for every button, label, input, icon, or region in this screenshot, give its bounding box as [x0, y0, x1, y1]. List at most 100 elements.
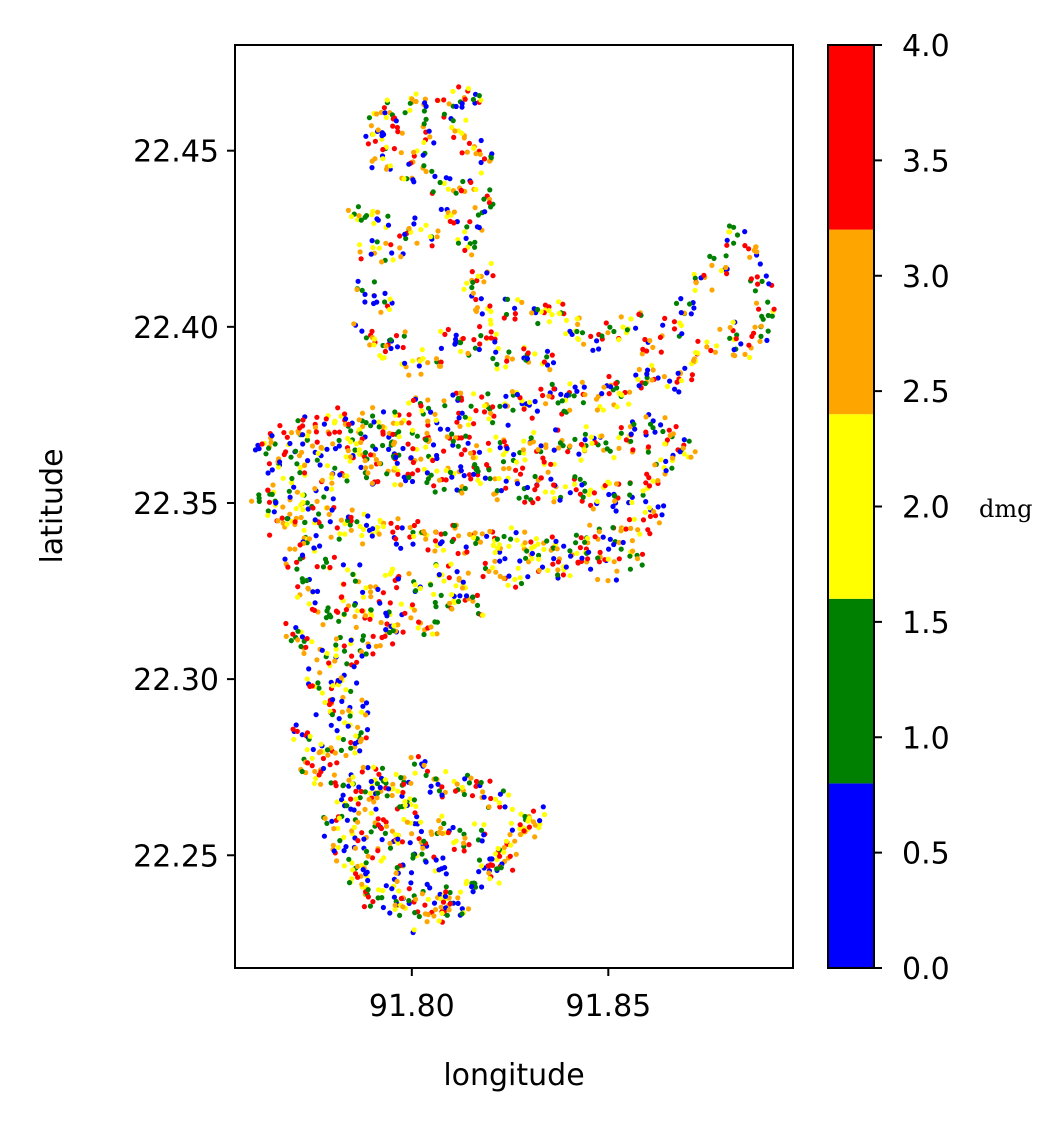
scatter-point — [650, 344, 656, 350]
scatter-point — [409, 831, 415, 837]
scatter-point — [314, 498, 320, 504]
scatter-point — [377, 517, 383, 523]
scatter-point — [580, 494, 586, 500]
scatter-point — [601, 384, 607, 390]
scatter-point — [342, 720, 348, 726]
scatter-point — [723, 264, 729, 271]
scatter-point — [461, 135, 467, 141]
scatter-point — [377, 600, 383, 606]
scatter-point — [355, 819, 361, 825]
scatter-point — [708, 347, 714, 354]
scatter-point — [532, 351, 538, 357]
scatter-point — [462, 96, 468, 102]
scatter-point — [298, 502, 304, 508]
scatter-point — [519, 299, 525, 305]
scatter-point — [370, 405, 376, 411]
scatter-point — [358, 439, 364, 445]
scatter-point — [381, 355, 387, 361]
scatter-point — [531, 429, 537, 436]
scatter-point — [488, 321, 494, 327]
scatter-point — [363, 735, 369, 741]
scatter-point — [302, 519, 308, 526]
scatter-point — [548, 476, 554, 482]
scatter-point — [578, 457, 584, 463]
scatter-point — [413, 803, 419, 810]
scatter-point — [362, 299, 368, 305]
scatter-point — [538, 443, 544, 449]
scatter-point — [557, 497, 563, 503]
scatter-point — [490, 273, 496, 279]
scatter-point — [457, 593, 463, 599]
scatter-point — [358, 788, 364, 795]
scatter-point — [476, 449, 483, 455]
scatter-point — [313, 712, 319, 718]
scatter-point — [328, 486, 335, 492]
scatter-point — [730, 352, 736, 358]
scatter-point — [333, 783, 339, 789]
scatter-point — [551, 461, 558, 467]
scatter-point — [678, 322, 685, 329]
scatter-point — [571, 393, 577, 399]
scatter-point — [353, 733, 359, 739]
scatter-point — [606, 491, 612, 498]
scatter-point — [664, 383, 671, 390]
scatter-point — [443, 884, 449, 890]
scatter-point — [472, 462, 478, 468]
scatter-point — [335, 825, 341, 832]
scatter-point — [661, 503, 667, 509]
scatter-point — [509, 356, 515, 362]
scatter-point — [575, 336, 581, 342]
scatter-point — [560, 301, 566, 307]
scatter-point — [433, 563, 439, 569]
scatter-point — [413, 91, 419, 97]
scatter-point — [295, 584, 301, 590]
scatter-point — [398, 545, 404, 551]
scatter-point — [463, 593, 470, 599]
scatter-point — [645, 367, 651, 373]
scatter-point — [368, 251, 374, 257]
scatter-point — [455, 395, 461, 401]
scatter-point — [309, 443, 316, 449]
scatter-point — [400, 445, 406, 452]
scatter-point — [458, 390, 464, 396]
scatter-point — [312, 517, 318, 523]
scatter-point — [360, 637, 366, 643]
scatter-point — [391, 146, 397, 152]
scatter-point — [517, 575, 523, 581]
scatter-point — [357, 523, 363, 530]
scatter-point — [267, 532, 273, 538]
scatter-point — [359, 608, 365, 614]
scatter-point — [481, 832, 487, 838]
scatter-point — [513, 459, 520, 465]
scatter-point — [343, 752, 349, 759]
scatter-point — [265, 508, 271, 514]
scatter-point — [574, 328, 580, 335]
scatter-point — [406, 886, 412, 892]
scatter-point — [357, 795, 363, 801]
scatter-point — [341, 581, 347, 587]
scatter-point — [433, 529, 439, 535]
scatter-point — [515, 297, 521, 303]
scatter-point — [444, 434, 450, 440]
scatter-point — [358, 256, 364, 262]
scatter-point — [454, 419, 460, 425]
scatter-point — [256, 498, 262, 504]
scatter-point — [287, 511, 293, 517]
scatter-point — [558, 391, 564, 397]
scatter-point — [421, 762, 427, 768]
colorbar: 0.00.51.01.52.02.53.03.54.0 — [827, 29, 950, 987]
scatter-point — [659, 512, 665, 518]
scatter-point — [474, 602, 481, 609]
scatter-point — [624, 327, 631, 333]
scatter-point — [425, 547, 431, 553]
scatter-point — [545, 567, 551, 574]
scatter-point — [331, 554, 337, 560]
scatter-point — [265, 487, 271, 493]
scatter-point — [348, 688, 354, 695]
scatter-point — [383, 610, 389, 616]
scatter-point — [441, 398, 447, 404]
scatter-point — [618, 314, 624, 320]
scatter-point — [374, 524, 381, 531]
scatter-point — [462, 776, 468, 782]
